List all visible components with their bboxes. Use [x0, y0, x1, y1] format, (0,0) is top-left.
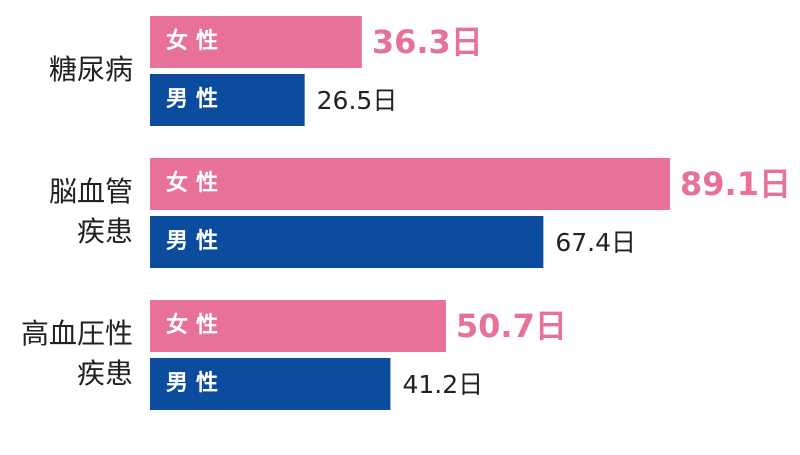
series-label: 女性 [166, 28, 226, 54]
category-label: 疾患 [77, 357, 133, 390]
category-label: 疾患 [77, 215, 133, 248]
value-label: 36.3日 [372, 23, 483, 61]
series-label: 男性 [166, 371, 226, 396]
bar [150, 358, 391, 410]
series-label: 女性 [166, 170, 226, 196]
bar [150, 158, 670, 210]
value-label: 67.4日 [555, 228, 636, 257]
series-label: 男性 [166, 87, 226, 112]
series-label: 女性 [166, 312, 226, 338]
value-label: 89.1日 [680, 165, 791, 203]
category-label: 糖尿病 [49, 53, 133, 86]
category-label: 脳血管 [49, 175, 133, 208]
value-label: 41.2日 [402, 370, 483, 399]
bar [150, 16, 362, 68]
bar [150, 74, 305, 126]
bar [150, 216, 544, 268]
value-label: 50.7日 [456, 307, 567, 345]
series-label: 男性 [166, 229, 226, 254]
category-label: 高血圧性 [21, 317, 133, 350]
bar [150, 300, 446, 352]
value-label: 26.5日 [317, 86, 398, 115]
